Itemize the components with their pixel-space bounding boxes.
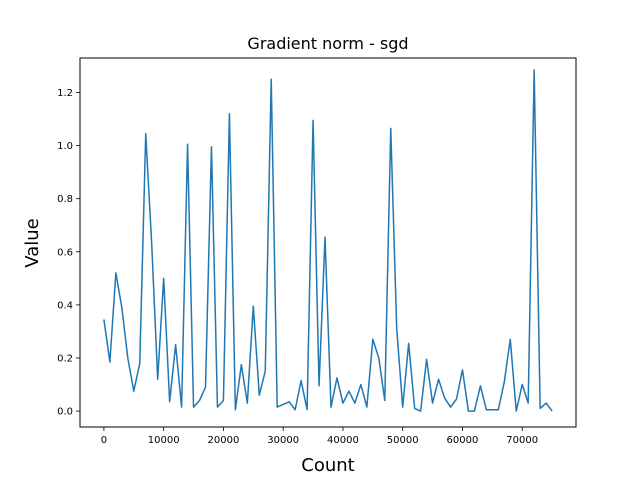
- y-axis-ticks: 0.0 0.2 0.4 0.6 0.8 1.0 1.2: [57, 88, 80, 418]
- x-tick-label: 10000: [148, 435, 180, 446]
- x-tick-label: 50000: [387, 435, 419, 446]
- x-tick-label: 60000: [447, 435, 479, 446]
- x-tick-label: 30000: [267, 435, 299, 446]
- y-axis-label: Value: [22, 218, 43, 267]
- x-axis-label: Count: [301, 455, 354, 476]
- y-tick-label: 0.4: [57, 300, 73, 311]
- series-layer: [103, 69, 553, 412]
- chart-title: Gradient norm - sgd: [247, 34, 408, 53]
- x-tick-label: 0: [101, 435, 107, 446]
- y-tick-label: 0.8: [57, 194, 73, 205]
- series-line-0: [103, 69, 553, 412]
- plot-frame: [79, 57, 577, 428]
- x-axis-ticks: 0 10000 20000 30000 40000 50000 60000 70000: [101, 427, 538, 446]
- x-tick-label: 20000: [208, 435, 240, 446]
- y-tick-label: 1.0: [57, 141, 73, 152]
- x-tick-label: 40000: [327, 435, 359, 446]
- y-tick-label: 1.2: [57, 88, 73, 99]
- y-tick-label: 0.6: [57, 247, 73, 258]
- y-tick-label: 0.0: [57, 407, 73, 418]
- y-tick-label: 0.2: [57, 353, 73, 364]
- x-tick-label: 70000: [506, 435, 538, 446]
- plot-area: [80, 58, 576, 427]
